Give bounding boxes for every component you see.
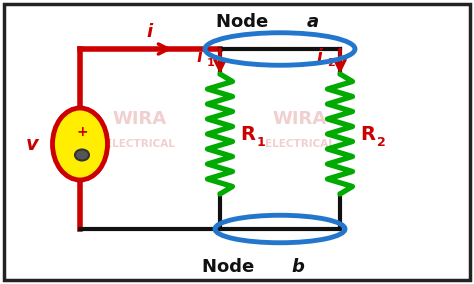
Text: i: i <box>147 22 153 41</box>
Text: i: i <box>196 47 202 66</box>
Text: 1: 1 <box>256 137 265 149</box>
Text: 2: 2 <box>327 58 335 68</box>
Text: ELECTRICAL: ELECTRICAL <box>105 139 175 149</box>
Text: R: R <box>240 124 255 143</box>
Text: WIRA: WIRA <box>273 110 327 128</box>
Text: Node: Node <box>201 258 260 275</box>
Ellipse shape <box>53 108 108 180</box>
Text: 2: 2 <box>377 137 385 149</box>
Text: v: v <box>26 135 39 153</box>
Text: 1: 1 <box>207 58 215 68</box>
Text: ELECTRICAL: ELECTRICAL <box>265 139 335 149</box>
Ellipse shape <box>75 149 89 160</box>
Text: b: b <box>291 258 304 275</box>
Text: a: a <box>306 12 319 30</box>
Text: R: R <box>360 124 375 143</box>
Text: i: i <box>316 47 322 66</box>
Text: WIRA: WIRA <box>113 110 167 128</box>
Text: +: + <box>76 125 88 139</box>
Text: Node: Node <box>217 12 275 30</box>
